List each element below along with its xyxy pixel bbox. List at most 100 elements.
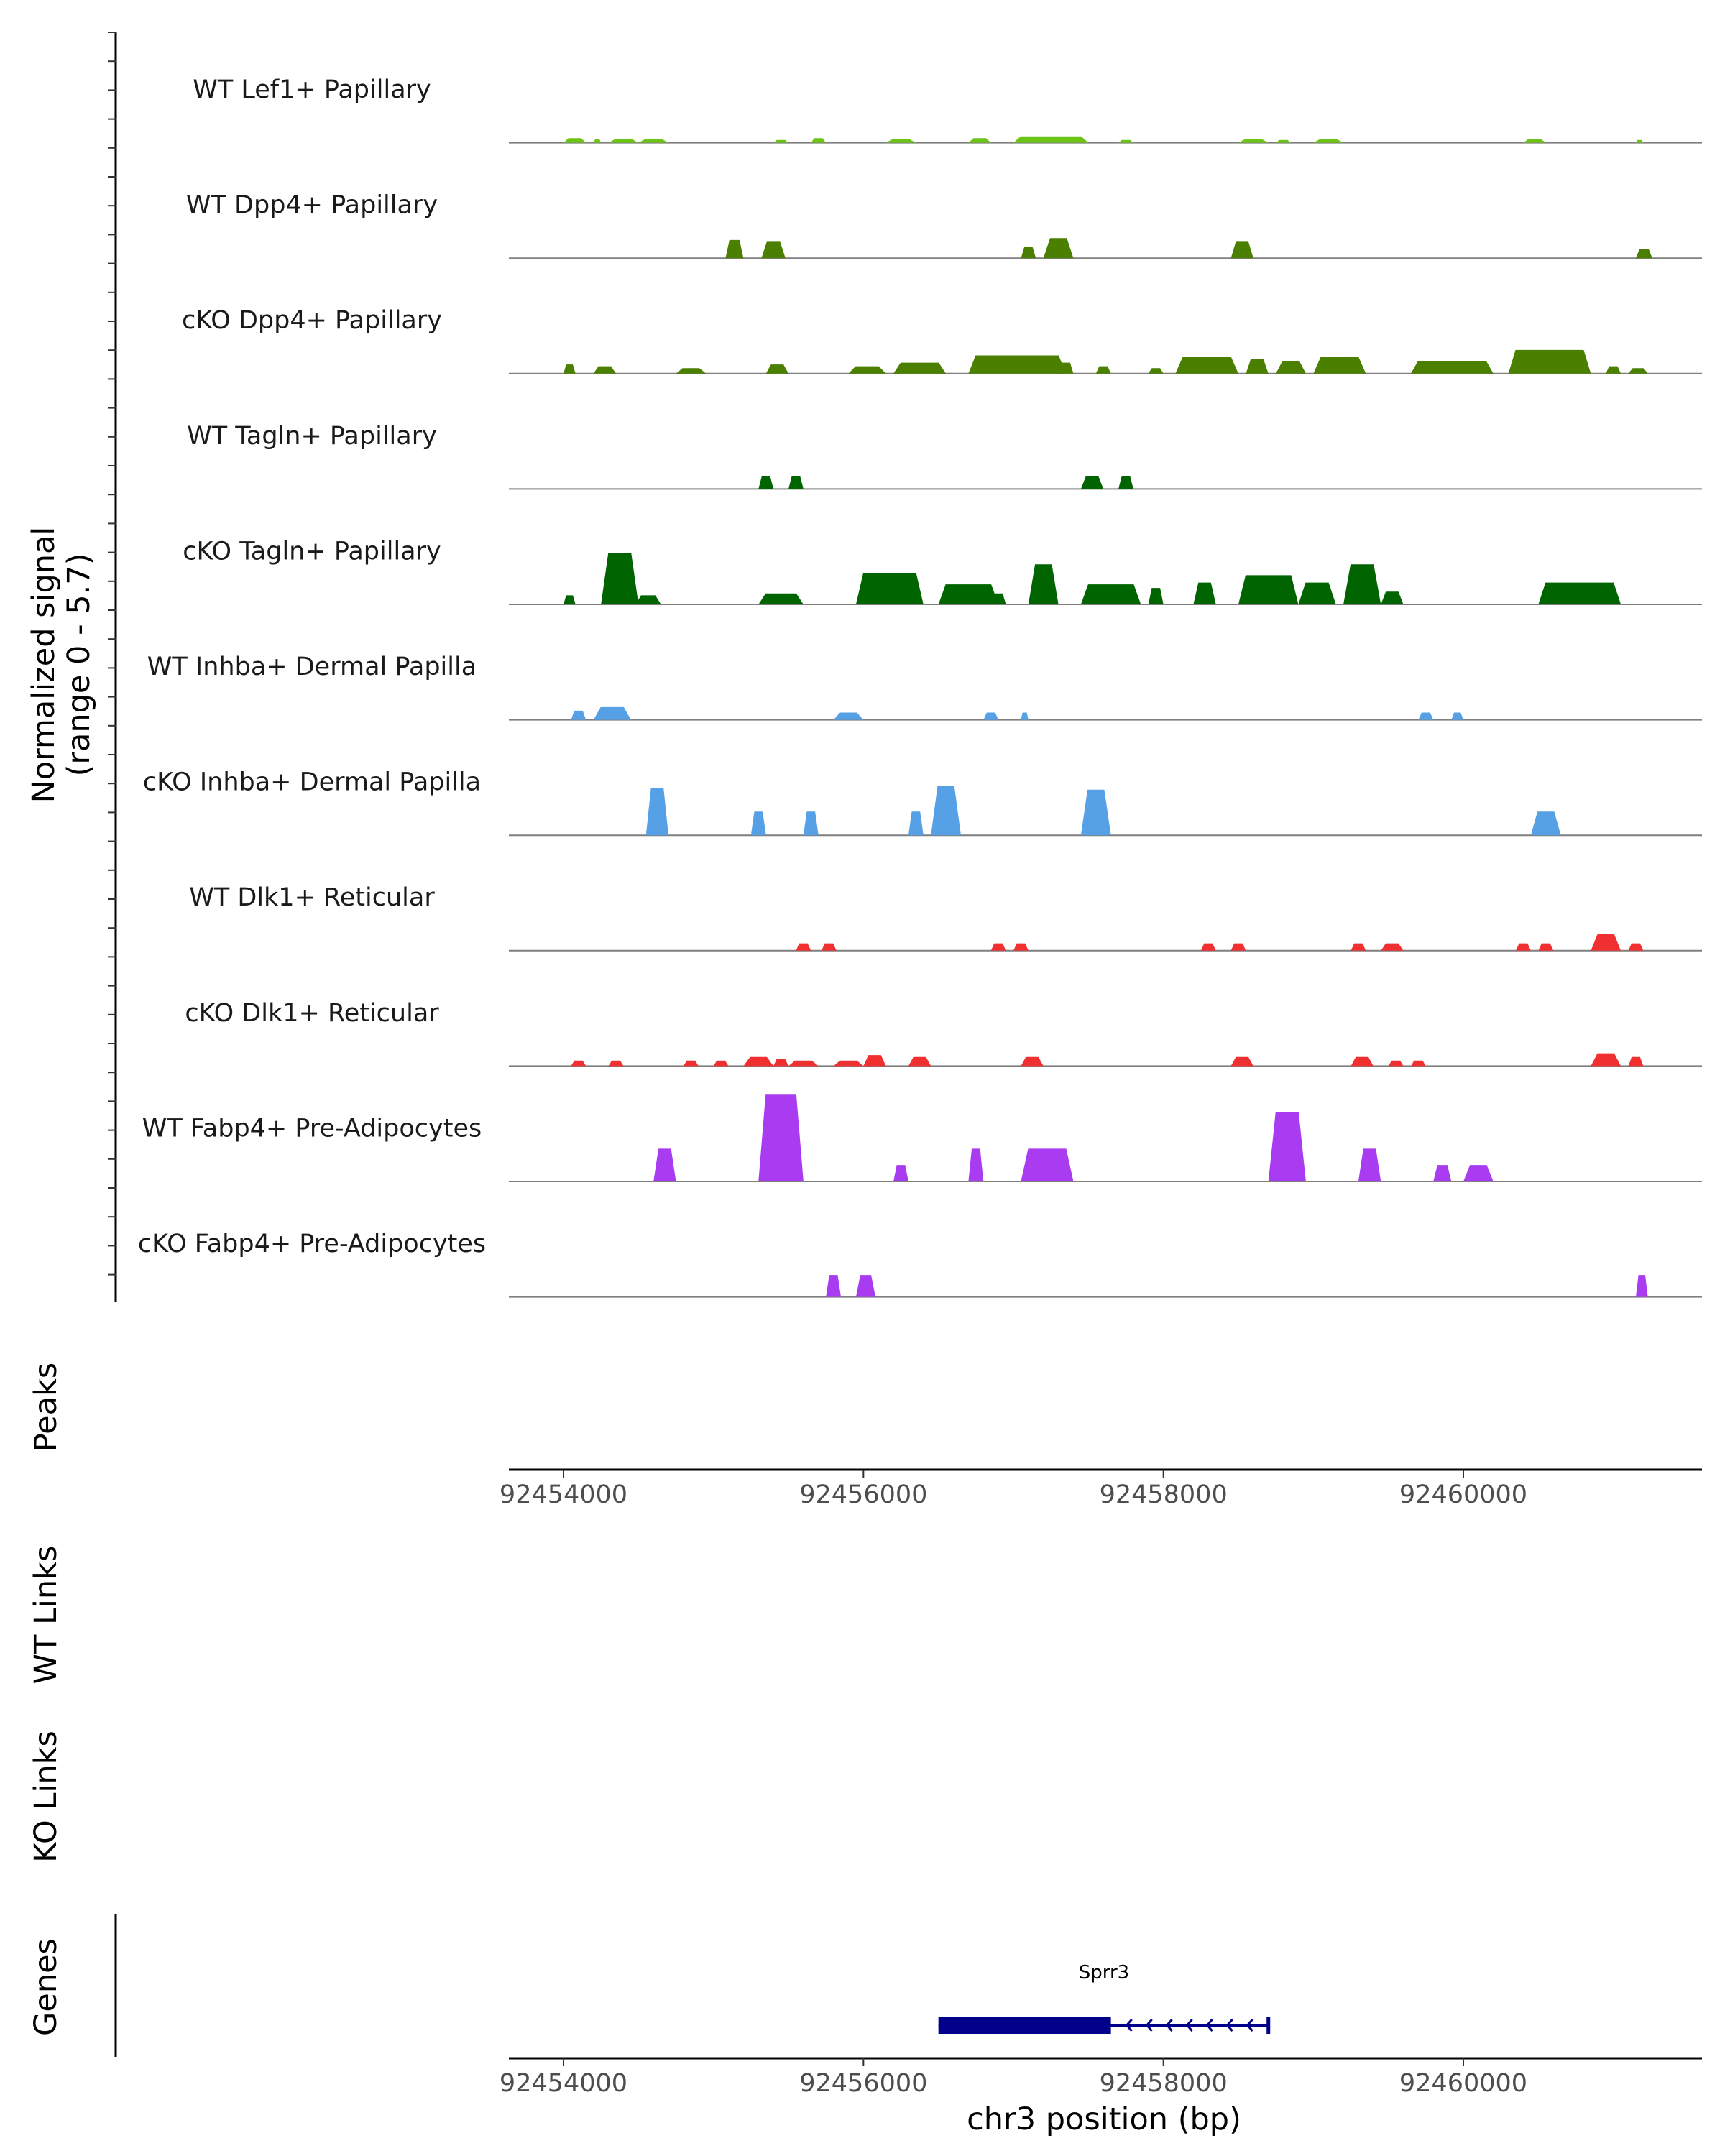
coverage-peak xyxy=(758,476,774,489)
coverage-peak xyxy=(1358,1148,1381,1181)
track-0: WT Lef1+ Papillary xyxy=(193,75,1702,144)
coverage-peak xyxy=(1021,1148,1074,1181)
coverage-peak xyxy=(1276,361,1306,374)
peaks-ylabel: Peaks xyxy=(28,1363,64,1452)
coverage-peak xyxy=(803,811,819,836)
coverage-peak xyxy=(750,811,766,836)
coverage-peak xyxy=(1021,712,1029,720)
gene-strand-arrow xyxy=(1185,2019,1193,2032)
coverage-peak xyxy=(1628,943,1644,951)
x-tick-label: 92460000 xyxy=(1399,1480,1527,1509)
coverage-peak xyxy=(1628,368,1648,374)
coverage-peak xyxy=(938,584,999,604)
coverage-peak xyxy=(788,476,804,489)
x-tick-label: 92454000 xyxy=(500,2069,627,2098)
coverage-peak xyxy=(886,139,916,143)
coverage-ylabel-line1: Normalized signal xyxy=(26,527,62,803)
coverage-peak xyxy=(1268,1112,1306,1181)
coverage-peak xyxy=(1175,356,1238,374)
coverage-peak xyxy=(683,1060,699,1067)
coverage-peak xyxy=(1508,349,1591,374)
coverage-peak xyxy=(968,138,991,143)
wt-links-ylabel: WT Links xyxy=(28,1546,64,1685)
track-label: cKO Dpp4+ Papillary xyxy=(182,306,442,335)
coverage-peak xyxy=(571,710,586,720)
track-label: WT Tagln+ Papillary xyxy=(187,422,437,451)
coverage-peak xyxy=(848,366,886,374)
coverage-peak xyxy=(1246,359,1269,374)
x-tick-label: 92460000 xyxy=(1399,2069,1527,2098)
coverage-peak xyxy=(1635,249,1652,259)
coverage-peak xyxy=(1635,1275,1648,1297)
coverage-peak xyxy=(676,368,707,374)
coverage-peak xyxy=(1298,582,1336,604)
coverage-peak xyxy=(1523,139,1546,143)
x-tick-label: 92456000 xyxy=(799,2069,927,2098)
gene-label: Sprr3 xyxy=(1079,1962,1129,1984)
coverage-peak xyxy=(1530,811,1561,836)
x-tick-label: 92458000 xyxy=(1100,2069,1228,2098)
coverage-peak xyxy=(1343,564,1381,604)
coverage-peak xyxy=(1463,1165,1494,1181)
coverage-peak xyxy=(593,139,602,143)
track-label: cKO Dlk1+ Reticular xyxy=(185,999,439,1028)
coverage-peak xyxy=(1013,136,1089,143)
coverage-peak xyxy=(638,139,669,143)
coverage-peak xyxy=(968,355,1067,374)
track-label: cKO Fabp4+ Pre-Adipocytes xyxy=(138,1230,486,1258)
coverage-peak xyxy=(1058,362,1074,374)
track-label: WT Dlk1+ Reticular xyxy=(189,883,435,912)
gene-strand-arrow xyxy=(1125,2019,1133,2032)
ko-links-ylabel: KO Links xyxy=(28,1731,64,1863)
coverage-peak xyxy=(826,1275,842,1297)
gene-strand-arrow xyxy=(1225,2019,1233,2032)
coverage-peak xyxy=(1230,943,1246,951)
coverage-peak xyxy=(1230,1056,1254,1067)
gene-strand-arrow xyxy=(1205,2019,1213,2032)
coverage-peak xyxy=(931,786,961,836)
coverage-peak xyxy=(1410,361,1494,374)
coverage-peak xyxy=(1591,934,1622,951)
coverage-peak xyxy=(908,1056,932,1067)
coverage-peak xyxy=(1276,139,1292,143)
coverage-ylabel-line2: (range 0 - 5.7) xyxy=(61,553,97,777)
coverage-peak xyxy=(788,1060,819,1067)
gene-model xyxy=(938,2017,1271,2034)
coverage-peak xyxy=(1351,1056,1374,1067)
x-tick-label: 92454000 xyxy=(500,1480,627,1509)
coverage-peak xyxy=(990,593,1006,604)
coverage-y-ticks xyxy=(108,32,116,1276)
coverage-peak xyxy=(1080,476,1104,489)
coverage-peak xyxy=(1313,139,1344,143)
coverage-peak xyxy=(821,943,837,951)
coverage-peak xyxy=(1351,943,1366,951)
coverage-peak xyxy=(893,362,947,374)
coverage-peak xyxy=(833,712,864,720)
coverage-peak xyxy=(601,553,639,604)
track-4: cKO Tagln+ Papillary xyxy=(183,537,1702,605)
coverage-peak xyxy=(758,1094,804,1181)
coverage-peak xyxy=(564,364,576,374)
coverage-peak xyxy=(1451,712,1463,720)
coverage-peak xyxy=(645,788,669,836)
coverage-peak xyxy=(564,138,586,143)
track-3: WT Tagln+ Papillary xyxy=(187,422,1702,490)
track-5: WT Inhba+ Dermal Papilla xyxy=(147,653,1702,721)
coverage-peak xyxy=(1538,943,1554,951)
coverage-peak xyxy=(571,1060,586,1067)
gene-strand-arrow xyxy=(1165,2019,1173,2032)
coverage-peak xyxy=(1193,582,1216,604)
x-tick-label: 92458000 xyxy=(1100,1480,1228,1509)
track-label: WT Lef1+ Papillary xyxy=(193,75,431,104)
track-7: WT Dlk1+ Reticular xyxy=(189,883,1702,952)
track-6: cKO Inhba+ Dermal Papilla xyxy=(143,768,1702,837)
coverage-peak xyxy=(1538,582,1622,604)
coverage-peak xyxy=(1043,238,1074,259)
gene-strand-arrow xyxy=(1145,2019,1153,2032)
coverage-peak xyxy=(1313,356,1366,374)
track-label: cKO Inhba+ Dermal Papilla xyxy=(143,768,481,797)
coverage-peak xyxy=(608,1060,624,1067)
coverage-peak xyxy=(761,241,786,259)
coverage-peak xyxy=(1013,943,1029,951)
genes-xlabel: chr3 position (bp) xyxy=(967,2101,1241,2137)
